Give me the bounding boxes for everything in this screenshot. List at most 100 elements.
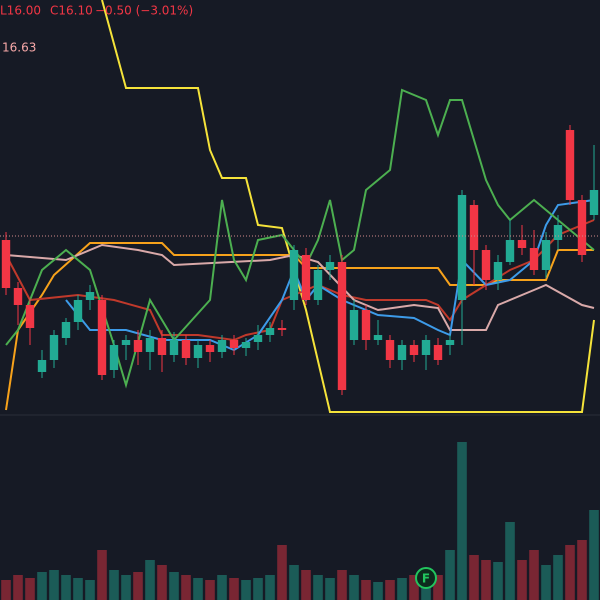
volume-bar xyxy=(169,572,179,600)
volume-bar xyxy=(457,442,467,600)
candle-body xyxy=(337,262,347,390)
candle-body xyxy=(481,250,491,280)
candle-body xyxy=(289,250,299,300)
volume-bar xyxy=(229,578,239,600)
candle-body xyxy=(361,310,371,340)
volume-bar xyxy=(577,540,587,600)
candle-body xyxy=(445,340,455,345)
volume-bar xyxy=(277,545,287,600)
volume-bar xyxy=(433,575,443,600)
volume-bar xyxy=(349,575,359,600)
volume-bar xyxy=(49,570,59,600)
candle-body xyxy=(145,338,155,352)
candle-body xyxy=(517,240,527,248)
candle-body xyxy=(421,340,431,355)
candle-body xyxy=(565,130,575,200)
candle-body xyxy=(97,300,107,375)
candle-body xyxy=(121,340,131,345)
volume-bar xyxy=(589,510,599,600)
volume-bar xyxy=(253,578,263,600)
legend-indicator: 16.63 xyxy=(2,41,36,55)
candle-body xyxy=(1,240,11,288)
volume-bar xyxy=(541,565,551,600)
volume-bar xyxy=(337,570,347,600)
volume-bar xyxy=(25,578,35,600)
volume-bar xyxy=(73,578,83,600)
volume-bar xyxy=(397,578,407,600)
candle-body xyxy=(253,335,263,342)
candle-body xyxy=(73,300,83,322)
candle-body xyxy=(241,342,251,348)
event-marker xyxy=(415,567,437,589)
candles xyxy=(1,125,599,395)
candle-body xyxy=(13,288,23,305)
volume-bar xyxy=(481,560,491,600)
volume-bar xyxy=(361,580,371,600)
volume-bar xyxy=(469,555,479,600)
volume-bar xyxy=(241,580,251,600)
candle-body xyxy=(385,340,395,360)
candle-body xyxy=(277,328,287,330)
candle-body xyxy=(49,335,59,360)
volume-bar xyxy=(181,575,191,600)
candle-body xyxy=(25,305,35,328)
volume-bar xyxy=(553,555,563,600)
candle-body xyxy=(505,240,515,262)
volume-bar xyxy=(13,575,23,600)
volume-bar xyxy=(373,582,383,600)
volume-bar xyxy=(301,570,311,600)
candle-body xyxy=(373,335,383,340)
candle-body xyxy=(217,340,227,352)
overlay: F xyxy=(0,235,600,589)
indicator-line xyxy=(101,0,595,413)
volume-bar xyxy=(133,572,143,600)
volume-bar xyxy=(529,550,539,600)
candle-body xyxy=(229,340,239,348)
candle-body xyxy=(457,195,467,300)
volume-bar xyxy=(493,562,503,600)
candle-body xyxy=(265,328,275,335)
candle-body xyxy=(301,255,311,300)
volume-bar xyxy=(121,575,131,600)
volume-bar xyxy=(37,572,47,600)
candle-body xyxy=(169,340,179,355)
candle-body xyxy=(553,225,563,240)
volume-bar xyxy=(289,565,299,600)
candle-body xyxy=(109,345,119,370)
volume-bar xyxy=(97,550,107,600)
volume-bar xyxy=(109,570,119,600)
candle-body xyxy=(205,345,215,352)
volume-bar xyxy=(325,578,335,600)
candle-body xyxy=(589,190,599,215)
volume-bar xyxy=(145,560,155,600)
candle-body xyxy=(397,345,407,360)
candle-body xyxy=(313,270,323,300)
legend-low: L16.00 xyxy=(0,4,41,18)
candle-body xyxy=(349,310,359,340)
candle-body xyxy=(157,338,167,355)
volume-bar xyxy=(205,580,215,600)
candle-body xyxy=(409,345,419,355)
candle-body xyxy=(193,345,203,358)
candle-body xyxy=(325,262,335,270)
volume-bar xyxy=(565,545,575,600)
candle-body xyxy=(469,205,479,250)
volume-bar xyxy=(385,580,395,600)
volume-bar xyxy=(61,575,71,600)
volume-bar xyxy=(517,560,527,600)
volume-bar xyxy=(193,578,203,600)
volume-bar xyxy=(313,575,323,600)
candle-body xyxy=(541,240,551,270)
candle-body xyxy=(433,345,443,360)
volume-bar xyxy=(265,575,275,600)
volume-bar xyxy=(445,550,455,600)
volume-bar xyxy=(157,565,167,600)
indicator-line xyxy=(5,242,594,411)
candle-body xyxy=(493,262,503,280)
volume-bar xyxy=(1,580,11,600)
candle-body xyxy=(37,360,47,372)
candle-body xyxy=(133,340,143,352)
candle-body xyxy=(529,248,539,270)
